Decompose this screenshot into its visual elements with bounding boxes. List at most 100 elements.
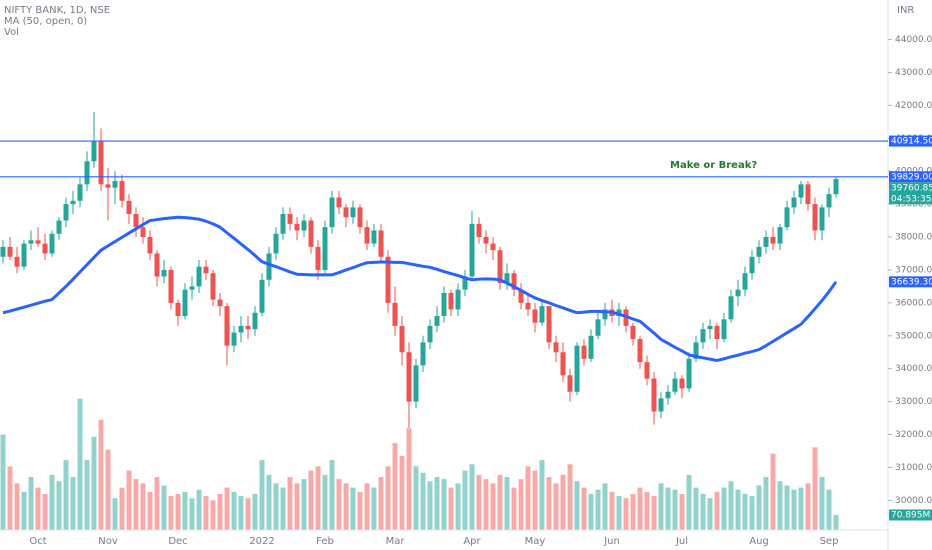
candle-body <box>686 358 692 389</box>
candle-body <box>784 207 790 228</box>
candle-body <box>154 253 160 277</box>
candle-body <box>49 233 55 254</box>
volume-bar <box>119 487 125 530</box>
volume-bar <box>560 474 566 530</box>
volume-bar <box>245 498 251 530</box>
volume-bar <box>427 481 433 530</box>
volume-bar <box>238 496 244 530</box>
y-tick-label: 44000.00 <box>895 35 932 45</box>
candle-body <box>693 342 699 359</box>
candle-body <box>308 220 314 247</box>
candle-body <box>84 161 90 185</box>
volume-bar <box>637 487 643 530</box>
ma-value-label-box <box>889 276 932 288</box>
candle-body <box>777 227 783 244</box>
candle-body <box>497 250 503 284</box>
volume-bar <box>700 493 706 530</box>
volume-bar <box>280 487 286 530</box>
volume-bar <box>497 474 503 530</box>
y-tick-label: 34000.00 <box>895 364 932 374</box>
volume-bar <box>91 436 97 530</box>
candle-body <box>483 237 489 244</box>
volume-bar <box>161 485 167 530</box>
volume-bar <box>315 466 321 530</box>
hline-label: 39829.00 <box>891 172 932 182</box>
candle-body <box>329 197 335 228</box>
candle-body <box>35 240 41 244</box>
candle-body <box>679 378 685 389</box>
candle-body <box>147 237 153 254</box>
candle-body <box>448 292 454 310</box>
volume-bar <box>735 489 741 530</box>
candle-body <box>399 325 405 353</box>
x-tick-label: Mar <box>386 536 406 547</box>
volume-bar <box>210 500 216 530</box>
candle-body <box>189 286 195 290</box>
volume-bar <box>623 498 629 530</box>
candle-body <box>140 227 146 238</box>
volume-bar <box>77 398 83 530</box>
candle-body <box>182 289 188 317</box>
candle-body <box>455 289 461 310</box>
last-price-label: 39760.85 <box>891 183 932 193</box>
volume-bar <box>693 487 699 530</box>
volume-bar <box>483 479 489 530</box>
candle-body <box>294 223 300 231</box>
y-tick-label: 35000.00 <box>895 331 932 341</box>
candle-body <box>364 227 370 244</box>
candle-body <box>392 302 398 326</box>
volume-bar <box>469 464 475 530</box>
volume-bar <box>287 477 293 530</box>
volume-bar <box>553 483 559 530</box>
candle-body <box>700 329 706 343</box>
candle-body <box>539 306 545 323</box>
volume-bar <box>567 464 573 530</box>
candle-body <box>112 181 118 188</box>
candle-body <box>462 276 468 290</box>
volume-bar <box>21 491 27 530</box>
candle-body <box>637 339 643 363</box>
volume-bar <box>686 474 692 530</box>
volume-bar <box>658 483 664 530</box>
x-tick-label: Jul <box>675 536 688 547</box>
candle-body <box>63 204 69 221</box>
symbol-title: NIFTY BANK, 1D, NSE <box>4 5 110 16</box>
candle-body <box>70 200 76 205</box>
y-tick-label: 37000.00 <box>895 265 932 275</box>
candle-body <box>490 243 496 251</box>
y-tick-label: 30000.00 <box>895 496 932 506</box>
volume-bar <box>448 487 454 530</box>
currency: INR <box>897 5 914 16</box>
candle-body <box>273 233 279 254</box>
volume-bar <box>791 489 797 530</box>
candle-body <box>525 302 531 310</box>
y-tick-label: 38000.00 <box>895 233 932 243</box>
candle-body <box>763 237 769 247</box>
candle-body <box>266 253 272 280</box>
volume-bar <box>511 487 517 530</box>
x-tick-label: Sep <box>820 536 839 547</box>
candle-body <box>336 197 342 208</box>
volume-bar <box>819 477 825 530</box>
volume-bar <box>728 481 734 530</box>
x-tick-label: Aug <box>749 536 769 547</box>
volume-bar <box>98 419 104 530</box>
volume-bar <box>721 487 727 530</box>
volume-bar <box>371 487 377 530</box>
volume-bar <box>826 489 832 530</box>
candle-body <box>728 296 734 320</box>
volume-bar <box>798 487 804 530</box>
candle-body <box>175 302 181 317</box>
volume-bar <box>217 493 223 530</box>
volume-bar <box>308 470 314 530</box>
candle-body <box>441 292 447 317</box>
volume-bar <box>259 460 265 530</box>
volume-bar <box>154 477 160 530</box>
volume-bar <box>455 483 461 530</box>
volume-bar <box>665 487 671 530</box>
candle-body <box>567 375 573 392</box>
candle-body <box>350 207 356 218</box>
candle-body <box>105 184 111 188</box>
volume-bar <box>399 455 405 530</box>
